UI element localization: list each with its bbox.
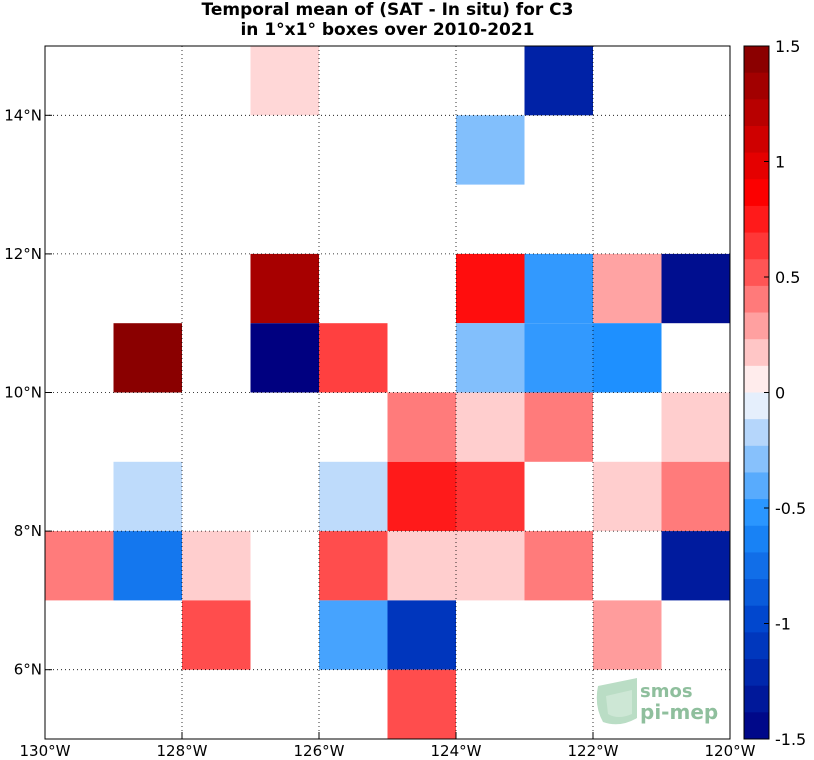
- heatmap-cell: [250, 253, 319, 324]
- colorbar-segment: [744, 232, 769, 260]
- heatmap-cell: [319, 323, 388, 393]
- heatmap-cell: [661, 253, 730, 324]
- colorbar-segment: [744, 125, 769, 154]
- x-tick-label: 122°W: [568, 742, 619, 760]
- heatmap-cell: [182, 531, 251, 601]
- y-tick-label: 14°N: [4, 106, 42, 124]
- colorbar-segment: [744, 205, 769, 234]
- heatmap-cell: [319, 600, 388, 670]
- logo-text-pimep: pi-mep: [640, 700, 718, 724]
- heatmap-cell: [456, 531, 525, 601]
- heatmap-cell: [387, 461, 456, 532]
- heatmap-cell: [387, 600, 456, 670]
- heatmap-cell: [661, 392, 730, 462]
- colorbar-segment: [744, 285, 769, 314]
- heatmap-cell: [524, 531, 593, 601]
- heatmap-cell: [661, 531, 730, 601]
- heatmap-cell: [456, 323, 525, 393]
- x-tick-label: 124°W: [431, 742, 482, 760]
- colorbar-segment: [744, 552, 769, 580]
- heatmap-cell: [45, 531, 114, 601]
- heatmap-cell: [387, 669, 456, 739]
- heatmap-cell: [250, 323, 319, 393]
- x-axis: 130°W 128°W 126°W 124°W 122°W 120°W: [20, 732, 756, 760]
- heatmap-cell: [182, 600, 251, 670]
- chart-title-line2: in 1°x1° boxes over 2010-2021: [240, 20, 535, 40]
- colorbar-tick-label: -1.5: [775, 730, 806, 749]
- heatmap-cell: [319, 461, 388, 532]
- heatmap-cell: [387, 531, 456, 601]
- heatmap-cell: [661, 461, 730, 532]
- colorbar-segment: [744, 499, 769, 527]
- colorbar-segment: [744, 525, 769, 553]
- colorbar-segment: [744, 472, 769, 500]
- colorbar-segment: [744, 579, 769, 607]
- heatmap-cell: [456, 461, 525, 532]
- colorbar-segment: [744, 339, 769, 367]
- x-tick-label: 126°W: [294, 742, 345, 760]
- colorbar-segment: [744, 712, 769, 740]
- heatmap-cell: [319, 531, 388, 601]
- chart-title-line1: Temporal mean of (SAT - In situ) for C3: [201, 0, 574, 20]
- heatmap-cell: [524, 253, 593, 324]
- heatmap-cell: [456, 253, 525, 324]
- colorbar-tick-label: 1.5: [775, 37, 800, 56]
- y-tick-label: 12°N: [4, 245, 42, 263]
- heatmap-cell: [524, 392, 593, 462]
- chart-title: Temporal mean of (SAT - In situ) for C3 …: [45, 0, 730, 40]
- colorbar-segment: [744, 365, 769, 393]
- colorbar-tick-label: 0: [775, 384, 785, 403]
- heatmap-cell: [387, 392, 456, 462]
- y-axis: 6°N 8°N 10°N 12°N 14°N: [4, 106, 52, 679]
- colorbar-tick-label: -0.5: [775, 499, 806, 518]
- colorbar-tick-label: 1: [775, 153, 785, 172]
- logo-text-smos: smos: [640, 681, 693, 702]
- heatmap-cell: [113, 531, 182, 601]
- x-tick-label: 120°W: [705, 742, 756, 760]
- colorbar-tick-label: 0.5: [775, 268, 800, 287]
- colorbar-segment: [744, 392, 769, 420]
- heatmap-cell: [456, 115, 525, 185]
- heatmap-cell: [593, 461, 662, 532]
- x-tick-label: 130°W: [20, 742, 71, 760]
- heatmap-cell: [593, 253, 662, 324]
- colorbar-segment: [744, 605, 769, 633]
- heatmap-cells: [45, 46, 730, 739]
- y-tick-label: 8°N: [14, 522, 42, 540]
- colorbar-segment: [744, 72, 769, 100]
- y-tick-label: 10°N: [4, 384, 42, 402]
- smos-pi-mep-logo: smos pi-mep: [596, 678, 718, 725]
- colorbar-segment: [744, 419, 769, 447]
- colorbar-axis: 1.5 1 0.5 0 -0.5 -1 -1.5: [764, 37, 806, 749]
- heatmap-cell: [524, 323, 593, 393]
- colorbar-segment: [744, 445, 769, 473]
- y-tick-label: 6°N: [14, 661, 42, 679]
- colorbar-segment: [744, 99, 769, 127]
- heatmap-cell: [113, 323, 182, 393]
- colorbar-segment: [744, 685, 769, 713]
- logo-wave-inner-icon: [606, 690, 632, 717]
- colorbar-tick-label: -1: [775, 615, 791, 634]
- heatmap-cell: [250, 46, 319, 116]
- heatmap-cell: [593, 600, 662, 670]
- colorbar: [744, 46, 769, 740]
- colorbar-segment: [744, 46, 769, 74]
- colorbar-segment: [744, 312, 769, 340]
- colorbar-segment: [744, 259, 769, 287]
- colorbar-segment: [744, 152, 769, 180]
- colorbar-segment: [744, 659, 769, 687]
- colorbar-segment: [744, 179, 769, 207]
- x-tick-label: 128°W: [157, 742, 208, 760]
- heatmap-cell: [524, 46, 593, 116]
- heatmap-cell: [113, 461, 182, 532]
- heatmap-cell: [456, 392, 525, 462]
- heatmap-cell: [593, 323, 662, 393]
- colorbar-segment: [744, 632, 769, 660]
